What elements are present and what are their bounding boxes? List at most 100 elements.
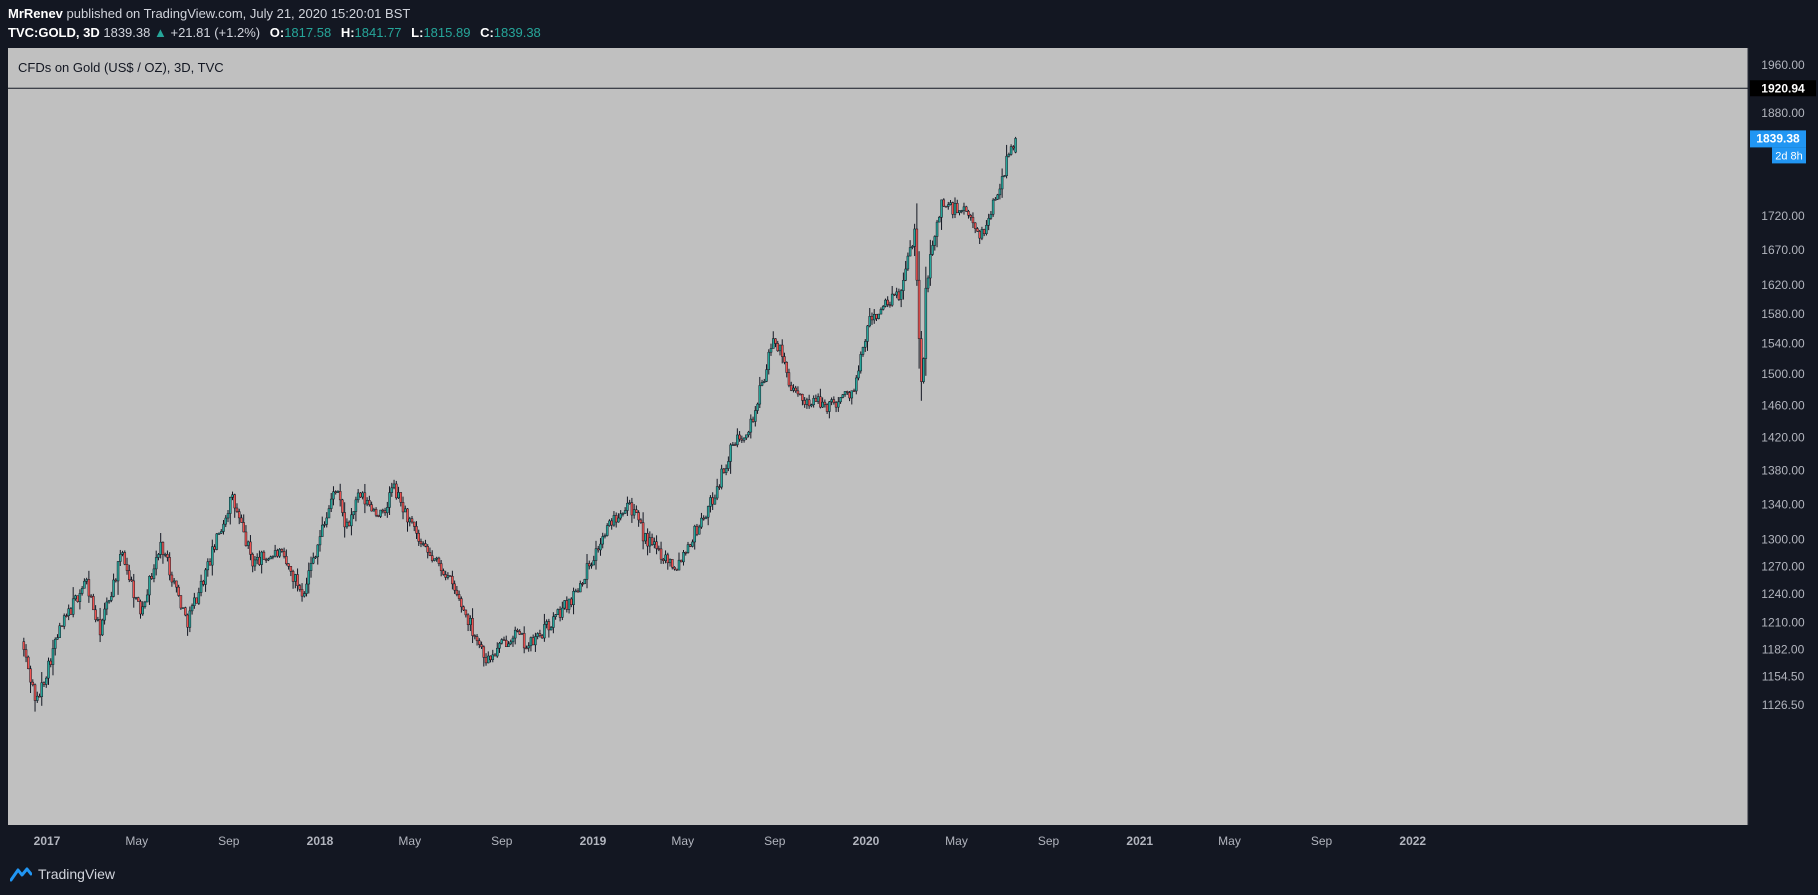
candle-body xyxy=(442,570,445,575)
candle-body xyxy=(778,344,782,352)
candle-body xyxy=(695,525,699,535)
candle-body xyxy=(332,491,335,500)
time-axis[interactable] xyxy=(8,825,1748,856)
candle-body xyxy=(428,552,432,556)
candle-body xyxy=(780,344,784,357)
candle-body xyxy=(962,206,966,211)
price-axis[interactable] xyxy=(1748,48,1818,825)
candle-body xyxy=(572,590,575,605)
candle-body xyxy=(718,486,721,488)
candle-body xyxy=(246,541,250,546)
candle-body xyxy=(709,497,712,507)
candle-body xyxy=(480,644,483,648)
candle-body xyxy=(437,557,441,564)
candle-body xyxy=(823,401,827,405)
candle-body xyxy=(446,575,450,578)
symbol-label[interactable]: TVC:GOLD, 3D xyxy=(8,25,100,40)
candle-body xyxy=(789,384,793,391)
candle-body xyxy=(374,509,378,516)
candle-body xyxy=(888,304,892,306)
candle-body xyxy=(807,399,811,407)
candle-body xyxy=(534,636,537,646)
candle-body xyxy=(648,537,652,547)
candle-body xyxy=(289,566,293,572)
candle-body xyxy=(177,586,180,596)
candle-body xyxy=(356,492,360,501)
candle-body xyxy=(336,491,340,493)
candle-body xyxy=(691,541,694,547)
chart-frame[interactable]: 1960.00 1880.00 1720.00 1670.00 1620.00 1580.… xyxy=(0,46,1818,856)
candle-body xyxy=(186,614,189,628)
candle-body xyxy=(628,502,631,504)
candle-body xyxy=(751,418,755,422)
candle-body xyxy=(527,645,530,649)
candle-body xyxy=(363,492,367,505)
candle-body xyxy=(902,280,905,291)
low-value: 1815.89 xyxy=(423,25,471,40)
candle-body xyxy=(199,580,203,593)
candle-body xyxy=(659,548,663,560)
candle-body xyxy=(644,533,647,542)
candle-body xyxy=(920,338,923,382)
candle-body xyxy=(312,557,315,564)
candle-body xyxy=(154,557,158,570)
price-tick-4: 1620.00 xyxy=(1761,278,1805,292)
time-tick-14: Sep xyxy=(1311,834,1333,848)
candle-body xyxy=(141,606,144,615)
candle-body xyxy=(614,515,618,523)
candle-body xyxy=(168,557,171,576)
candle-body xyxy=(498,642,501,649)
author-name[interactable]: MrRenev xyxy=(8,6,63,21)
candle-body xyxy=(1000,176,1004,190)
candle-body xyxy=(985,225,988,235)
candle-body xyxy=(271,555,275,558)
candle-body xyxy=(825,404,829,412)
candle-body xyxy=(729,444,732,462)
candle-body xyxy=(125,563,129,571)
candle-body xyxy=(830,399,833,403)
candle-body xyxy=(754,410,757,422)
price-tick-1: 1880.00 xyxy=(1761,106,1805,120)
candle-body xyxy=(123,552,127,565)
candle-body xyxy=(839,397,842,403)
countdown-badge xyxy=(1772,147,1806,164)
candle-body xyxy=(280,549,284,552)
candle-body xyxy=(143,601,147,607)
candle-body xyxy=(682,552,685,563)
candle-body xyxy=(816,396,820,402)
candle-body xyxy=(175,580,178,588)
change-up-icon: ▲ xyxy=(153,25,167,40)
candle-body xyxy=(960,210,963,212)
price-chart[interactable]: 1960.00 1880.00 1720.00 1670.00 1620.00 1580.… xyxy=(0,46,1818,856)
close-label: C: xyxy=(480,25,494,40)
candle-body xyxy=(953,203,957,215)
candle-body xyxy=(942,199,946,207)
candle-body xyxy=(758,385,762,405)
candle-body xyxy=(704,516,708,520)
price-tick-11: 1340.00 xyxy=(1761,497,1805,511)
candle-body xyxy=(415,526,418,534)
candle-body xyxy=(98,619,102,636)
candle-body xyxy=(136,597,140,602)
candle-body xyxy=(172,580,176,583)
candle-body xyxy=(466,614,470,626)
candle-body xyxy=(852,390,856,393)
candle-body xyxy=(244,531,248,546)
tradingview-logo[interactable]: TradingView xyxy=(10,866,115,882)
candle-body xyxy=(276,550,279,557)
candle-body xyxy=(341,499,344,513)
candle-body xyxy=(433,558,436,561)
candle-body xyxy=(408,518,412,523)
candle-body xyxy=(439,563,443,571)
candle-body xyxy=(323,524,326,526)
candle-body xyxy=(769,348,773,353)
candle-body xyxy=(1009,146,1013,155)
candle-body xyxy=(40,682,44,697)
plot-pane[interactable] xyxy=(8,48,1748,825)
candle-body xyxy=(803,400,806,405)
candle-body xyxy=(513,629,517,639)
published-text: published on TradingView.com, July 21, 2… xyxy=(66,6,411,21)
candle-body xyxy=(700,517,703,528)
candle-body xyxy=(933,236,937,246)
candle-body xyxy=(561,607,564,618)
